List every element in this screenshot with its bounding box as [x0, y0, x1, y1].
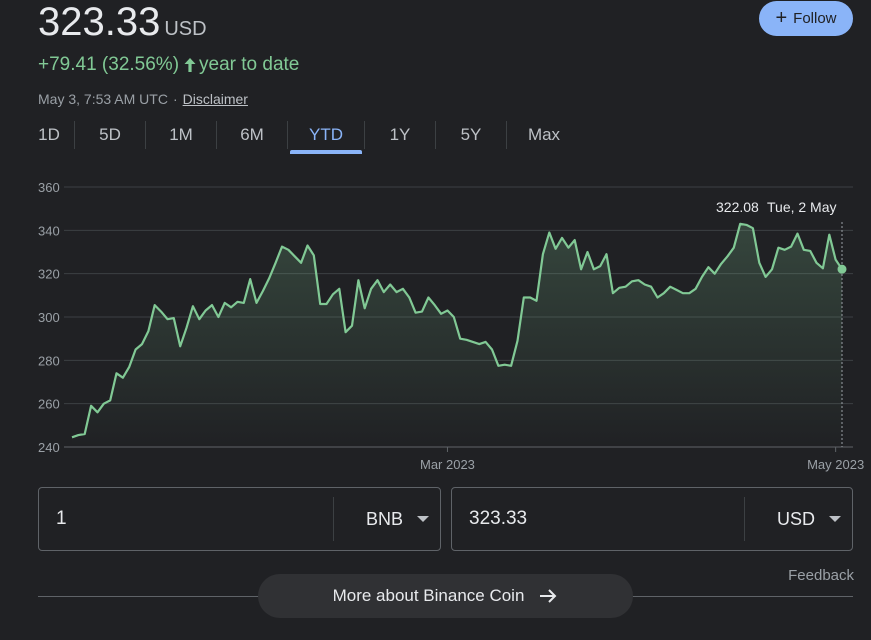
- y-tick-label: 340: [38, 223, 60, 238]
- disclaimer-link[interactable]: Disclaimer: [182, 91, 248, 107]
- tab-5y[interactable]: 5Y: [460, 125, 482, 144]
- to-unit-label: USD: [776, 508, 815, 529]
- y-tick-label: 260: [38, 397, 60, 412]
- y-tick-label: 360: [38, 180, 60, 195]
- tab-ytd[interactable]: YTD: [288, 121, 364, 154]
- tab-5d[interactable]: 5D: [99, 125, 121, 144]
- field-divider: [332, 497, 334, 541]
- timestamp-row: May 3, 7:53 AM UTC · Disclaimer: [38, 91, 248, 107]
- chart-tooltip: 322.08 Tue, 2 May: [706, 192, 847, 222]
- separator: ·: [172, 91, 178, 107]
- price-line: [71, 222, 843, 439]
- tab-divider: [435, 121, 436, 149]
- hover-point: [837, 264, 847, 274]
- y-tick-label: 280: [38, 353, 60, 368]
- plus-icon: +: [775, 6, 788, 29]
- range-tabs: 1D 5D 1M 6M YTD 1Y 5Y Max: [24, 121, 581, 157]
- tab-max[interactable]: Max: [527, 125, 561, 144]
- price-change: +79.41 (32.56%) year to date: [38, 54, 299, 76]
- chevron-down-icon: [417, 516, 429, 522]
- field-divider: [743, 497, 745, 541]
- price-header: 323.33 USD: [38, 0, 207, 45]
- x-tick-label: May 2023: [807, 457, 864, 472]
- arrow-up-icon: [184, 58, 196, 72]
- tab-6m[interactable]: 6M: [240, 125, 264, 144]
- tab-divider: [287, 121, 288, 149]
- y-tick-label: 240: [38, 440, 60, 455]
- chevron-down-icon: [829, 516, 841, 522]
- change-period: year to date: [199, 54, 300, 75]
- arrow-right-icon: [540, 589, 557, 603]
- follow-button[interactable]: + Follow: [759, 1, 853, 36]
- from-unit-select[interactable]: BNB: [334, 509, 440, 530]
- y-tick-label: 300: [38, 310, 60, 325]
- more-about-label: More about Binance Coin: [332, 586, 525, 605]
- tab-1d[interactable]: 1D: [38, 125, 60, 144]
- feedback-link[interactable]: Feedback: [788, 567, 854, 584]
- tooltip-date: Tue, 2 May: [767, 199, 837, 215]
- follow-label: Follow: [793, 10, 837, 27]
- timestamp: May 3, 7:53 AM UTC: [38, 91, 168, 107]
- to-unit-select[interactable]: USD: [745, 509, 852, 530]
- y-tick-label: 320: [38, 267, 60, 282]
- to-amount-input[interactable]: 323.33: [469, 508, 528, 529]
- from-unit-label: BNB: [365, 508, 403, 529]
- tab-1m[interactable]: 1M: [169, 125, 193, 144]
- tab-1y[interactable]: 1Y: [389, 125, 411, 144]
- tab-divider: [74, 121, 75, 149]
- tab-divider: [506, 121, 507, 149]
- tooltip-value: 322.08: [716, 199, 759, 215]
- tab-divider: [364, 121, 365, 149]
- more-about-button[interactable]: More about Binance Coin: [258, 574, 633, 618]
- from-currency-box: 1 BNB: [38, 487, 441, 551]
- change-value: +79.41 (32.56%): [38, 54, 180, 75]
- to-currency-box: 323.33 USD: [451, 487, 853, 551]
- from-amount-input[interactable]: 1: [56, 508, 67, 529]
- price-area: [72, 223, 842, 447]
- x-tick-label: Mar 2023: [420, 457, 475, 472]
- current-price: 323.33: [38, 0, 161, 44]
- currency-label: USD: [164, 18, 207, 40]
- tab-divider: [216, 121, 217, 149]
- tab-divider: [145, 121, 146, 149]
